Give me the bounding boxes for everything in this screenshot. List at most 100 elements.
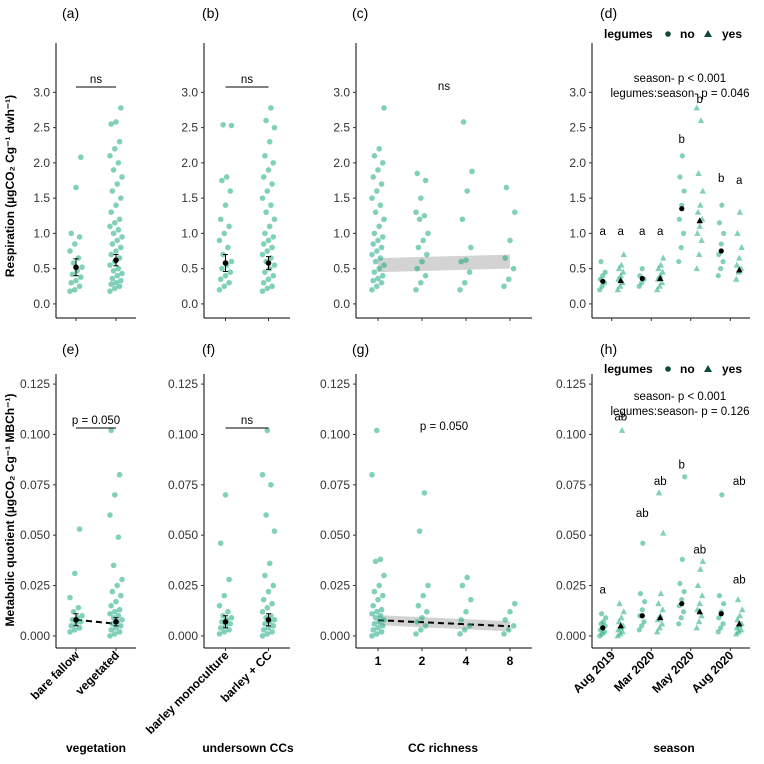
panel-h: (h) 0.000 0.025 0.050 0.075 0.100 0.125 Aug 201… — [556, 341, 750, 755]
data-point — [270, 272, 277, 279]
data-point — [420, 237, 427, 244]
data-point — [370, 241, 377, 247]
data-point-yes — [620, 608, 627, 615]
data-point — [217, 540, 224, 547]
data-point — [217, 625, 224, 631]
data-point — [262, 572, 268, 579]
data-point — [78, 274, 84, 280]
mean-marker — [113, 619, 119, 625]
data-point-yes — [699, 187, 706, 194]
data-point — [114, 237, 120, 244]
data-point — [271, 262, 278, 268]
data-point — [378, 279, 385, 286]
mean-marker — [113, 257, 119, 263]
data-point — [107, 223, 113, 230]
data-point — [265, 276, 272, 283]
data-point-yes — [695, 251, 703, 258]
data-point — [419, 258, 425, 265]
x-tick-label: 1 — [375, 654, 382, 668]
data-point — [116, 629, 123, 635]
data-point — [118, 195, 124, 201]
x-tick-label: Aug 2019 — [570, 648, 618, 696]
data-point-no — [715, 273, 721, 279]
data-point — [115, 265, 122, 272]
data-point — [510, 265, 517, 272]
x-tick-label: May 2020 — [649, 648, 697, 696]
data-point — [378, 606, 385, 613]
significance-letter: b — [679, 134, 685, 146]
panel-label: (h) — [600, 341, 617, 357]
data-point — [228, 258, 235, 265]
significance-letter: b — [697, 94, 703, 106]
y-tick-label: 1.5 — [181, 191, 198, 205]
data-point — [376, 265, 383, 272]
data-point — [113, 119, 119, 125]
data-point — [371, 621, 378, 627]
data-point — [380, 160, 386, 166]
legend: legumes no yes — [604, 27, 742, 41]
data-point — [112, 492, 118, 498]
data-point — [464, 574, 471, 581]
data-point — [371, 153, 378, 159]
y-tick-label: 0.025 — [556, 579, 586, 593]
data-point — [259, 195, 266, 201]
data-point — [108, 602, 114, 609]
panel-label: (g) — [352, 341, 369, 357]
data-point-no — [679, 597, 685, 603]
data-point — [75, 604, 82, 611]
y-tick-label: 3.0 — [33, 85, 50, 99]
data-point-yes — [733, 275, 740, 282]
mean-marker-yes — [696, 608, 703, 615]
data-point — [119, 576, 125, 583]
data-point — [369, 251, 375, 258]
data-point-no — [718, 266, 724, 272]
data-point — [216, 602, 223, 609]
y-tick-label: 0.075 — [556, 478, 586, 492]
data-point — [216, 631, 223, 637]
y-tick-label: 0.100 — [168, 427, 198, 441]
data-point — [219, 177, 225, 184]
data-point — [376, 582, 383, 589]
data-point — [73, 184, 79, 191]
y-tick-label: 1.5 — [569, 191, 586, 205]
data-point — [259, 251, 266, 258]
data-point-no — [716, 593, 723, 599]
data-point-yes — [694, 582, 702, 589]
data-point-yes — [695, 169, 702, 176]
legend-yes-label: yes — [722, 362, 742, 376]
data-point — [227, 621, 234, 627]
y-tick-label: 0.125 — [320, 377, 350, 391]
data-point — [413, 286, 419, 293]
data-point — [68, 279, 74, 286]
data-point — [418, 279, 424, 286]
data-point-yes — [693, 624, 700, 631]
data-point — [112, 145, 118, 152]
data-point — [502, 616, 509, 623]
mean-marker — [265, 616, 272, 623]
data-point-no — [680, 230, 687, 236]
data-point-no — [679, 153, 685, 159]
data-point — [221, 230, 228, 237]
y-tick-label: 0.125 — [168, 377, 198, 391]
mean-marker-yes — [657, 275, 664, 282]
data-point — [263, 117, 269, 124]
data-point — [425, 230, 431, 237]
significance-annotation: ns — [241, 415, 253, 427]
data-point — [225, 608, 231, 615]
data-point — [264, 285, 271, 292]
data-point — [377, 202, 384, 208]
y-tick-label: 1.0 — [569, 226, 586, 240]
data-point-no — [676, 621, 682, 627]
data-point — [503, 184, 510, 191]
significance-annotation: p = 0.050 — [72, 415, 120, 427]
y-tick-label: 0.0 — [33, 297, 50, 311]
data-point — [416, 528, 423, 534]
data-point — [374, 188, 380, 194]
data-point — [264, 248, 271, 254]
data-point — [370, 174, 377, 180]
data-point — [270, 160, 277, 166]
data-point — [424, 608, 430, 615]
data-point-no — [682, 474, 688, 480]
data-point — [79, 612, 85, 619]
y-tick-label: 1.5 — [33, 191, 50, 205]
